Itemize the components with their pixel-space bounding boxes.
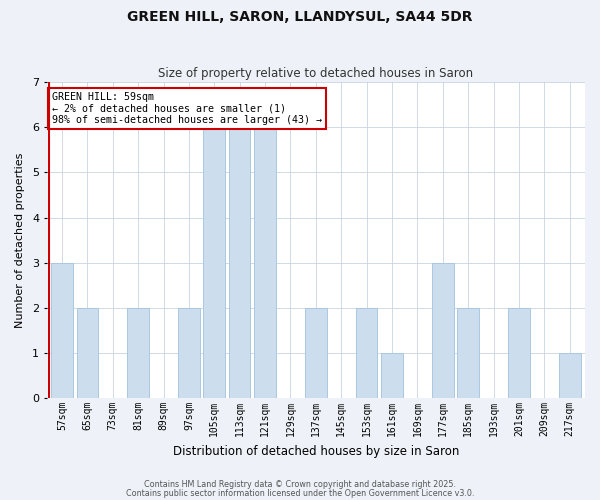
Bar bbox=[178, 308, 200, 398]
Bar bbox=[77, 308, 98, 398]
Bar bbox=[127, 308, 149, 398]
Y-axis label: Number of detached properties: Number of detached properties bbox=[15, 152, 25, 328]
Bar bbox=[254, 127, 276, 398]
Text: Contains public sector information licensed under the Open Government Licence v3: Contains public sector information licen… bbox=[126, 489, 474, 498]
Bar bbox=[203, 127, 225, 398]
Bar bbox=[381, 353, 403, 398]
Bar bbox=[51, 262, 73, 398]
Bar bbox=[229, 127, 250, 398]
Bar bbox=[508, 308, 530, 398]
X-axis label: Distribution of detached houses by size in Saron: Distribution of detached houses by size … bbox=[173, 444, 459, 458]
Text: Contains HM Land Registry data © Crown copyright and database right 2025.: Contains HM Land Registry data © Crown c… bbox=[144, 480, 456, 489]
Bar bbox=[559, 353, 581, 398]
Text: GREEN HILL: 59sqm
← 2% of detached houses are smaller (1)
98% of semi-detached h: GREEN HILL: 59sqm ← 2% of detached house… bbox=[52, 92, 322, 124]
Bar bbox=[356, 308, 377, 398]
Title: Size of property relative to detached houses in Saron: Size of property relative to detached ho… bbox=[158, 66, 473, 80]
Bar bbox=[432, 262, 454, 398]
Bar bbox=[457, 308, 479, 398]
Text: GREEN HILL, SARON, LLANDYSUL, SA44 5DR: GREEN HILL, SARON, LLANDYSUL, SA44 5DR bbox=[127, 10, 473, 24]
Bar bbox=[305, 308, 326, 398]
